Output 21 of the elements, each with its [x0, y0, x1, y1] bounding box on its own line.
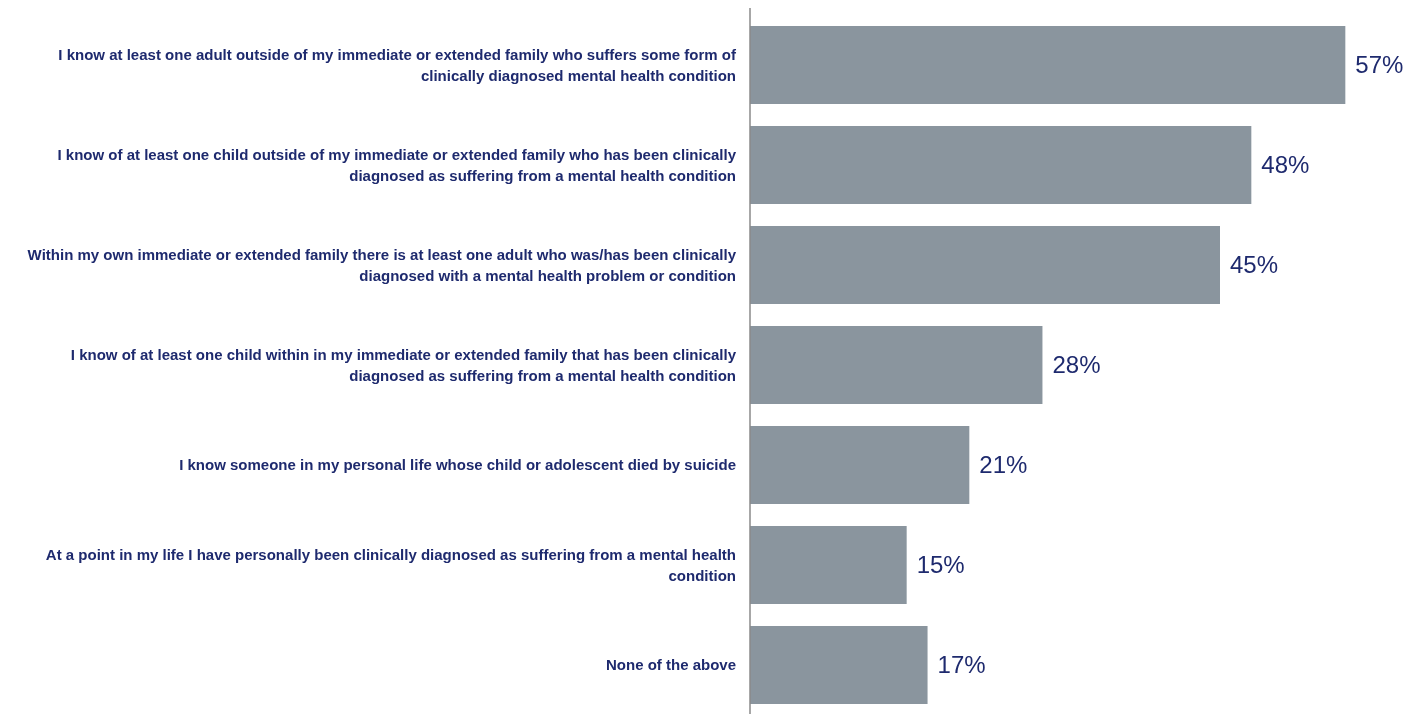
y-tick-label: I know of at least one child within in my immediate or extended family that has been clinically diagnosed as suffering from a mental health condition [70, 345, 737, 384]
data-label: 28% [1052, 351, 1101, 379]
data-label: 57% [1355, 51, 1404, 79]
y-tick-label: None of the above [605, 656, 736, 674]
data-label: 17% [937, 651, 986, 679]
bar [750, 226, 1220, 304]
y-tick-label: I know someone in my personal life whose child or adolescent died by suicide [179, 456, 736, 474]
bar [750, 326, 1043, 404]
bar [750, 626, 928, 704]
y-tick-label: I know of at least one child outside of my immediate or extended family who has been clinically diagnosed as suffering from a mental health condition [57, 145, 737, 184]
data-label: 21% [979, 451, 1028, 479]
bar [750, 126, 1252, 204]
bar [750, 526, 907, 604]
bar [750, 26, 1346, 104]
data-label: 48% [1261, 151, 1310, 179]
y-tick-label: Within my own immediate or extended family there is at least one adult who was/has been clinically diagnosed with a mental health problem or condition [27, 245, 737, 284]
bar [750, 426, 970, 504]
y-tick-label: I know at least one adult outside of my immediate or extended family who suffers some form of clinically diagnosed mental health condition [58, 45, 737, 84]
y-tick-label: At a point in my life I have personally been clinically diagnosed as suffering from a mental health condition [45, 545, 736, 584]
data-label: 15% [916, 551, 965, 579]
data-label: 45% [1230, 251, 1279, 279]
